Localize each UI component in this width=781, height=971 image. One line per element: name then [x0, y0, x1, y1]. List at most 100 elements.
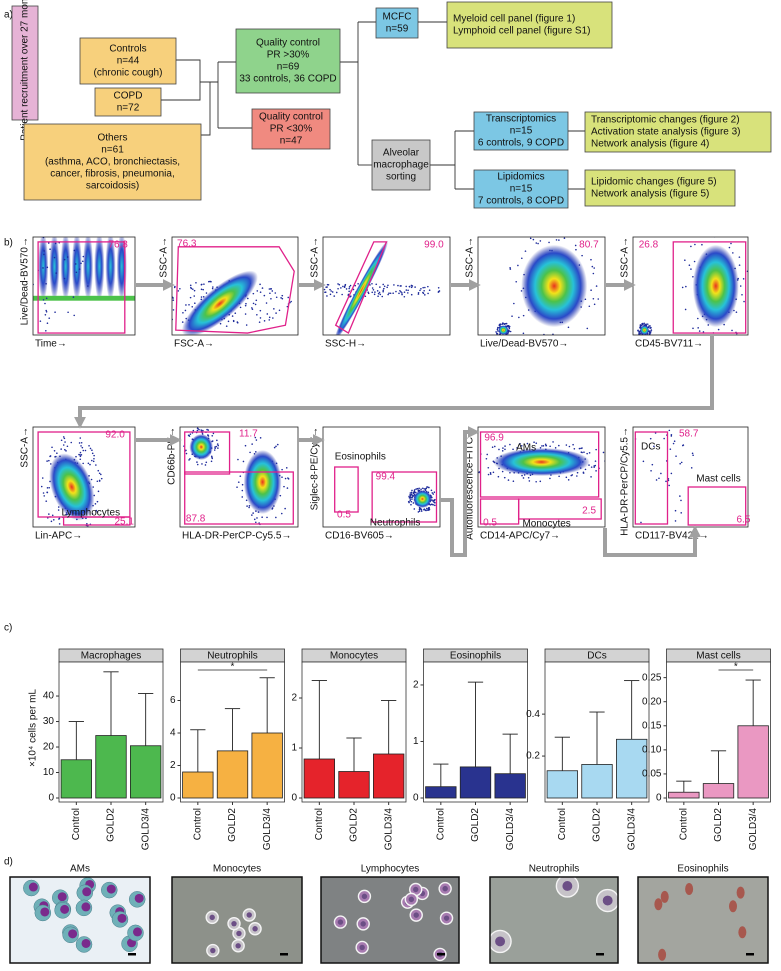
event [595, 448, 597, 451]
event [270, 297, 272, 300]
event [342, 285, 344, 288]
panel-title: Eosinophils [450, 651, 501, 662]
x-tick-label: GOLD2 [106, 808, 117, 842]
event [386, 286, 388, 289]
x-axis-label: Live/Dead-BV570→ [480, 339, 568, 350]
event [513, 302, 515, 305]
density [38, 237, 49, 301]
nucleus [360, 921, 366, 927]
event [395, 290, 397, 293]
event [373, 293, 376, 296]
y-axis-label: SSC-A→ [20, 427, 31, 468]
event [190, 286, 192, 289]
event [567, 479, 570, 481]
event [216, 439, 218, 442]
event [420, 508, 423, 511]
density [189, 434, 214, 460]
flow-plot [477, 426, 606, 528]
event [533, 441, 535, 444]
nucleus [495, 936, 506, 947]
event [219, 322, 222, 325]
micrograph-label: Eosinophils [677, 864, 728, 875]
flow-text: n=61 [101, 145, 124, 156]
flow-text: n=47 [280, 136, 303, 147]
event [156, 307, 158, 309]
event [378, 291, 381, 294]
event [242, 460, 245, 463]
event [437, 290, 440, 293]
event [685, 285, 687, 288]
scale-bar [128, 953, 136, 956]
gate-value: 25.1 [115, 517, 135, 528]
event [563, 237, 566, 239]
event [424, 286, 426, 289]
event [738, 256, 741, 258]
event [383, 287, 385, 290]
event [173, 286, 176, 289]
event [211, 287, 214, 290]
event [501, 450, 504, 452]
micrograph-bg [638, 877, 768, 963]
event [259, 317, 262, 319]
y-tick-label: 0.05 [642, 769, 662, 780]
micrograph-content [490, 877, 618, 963]
event [39, 320, 42, 322]
event [263, 294, 266, 297]
event [182, 312, 184, 314]
event [521, 257, 523, 260]
flow-text: Patient recruitment over 27 months [20, 0, 31, 141]
event [200, 288, 203, 291]
gate [334, 466, 359, 513]
event [263, 320, 266, 322]
event [420, 288, 422, 290]
nucleus [117, 913, 127, 923]
flow-text: n=15 [510, 126, 533, 137]
event [590, 289, 592, 292]
event [371, 291, 374, 294]
event [643, 322, 645, 325]
event [648, 331, 651, 334]
event [195, 281, 197, 284]
plot-content [323, 427, 440, 527]
event [275, 296, 278, 299]
scale-bar [437, 953, 445, 956]
nucleus [210, 947, 216, 954]
event [239, 475, 242, 477]
event [51, 446, 53, 449]
population-label: Mast cells [696, 474, 740, 485]
bar [702, 783, 735, 799]
event [406, 292, 409, 294]
bar [95, 735, 127, 799]
event [576, 475, 578, 477]
event [670, 419, 672, 421]
event [423, 508, 426, 511]
event [227, 320, 230, 323]
event [680, 512, 683, 514]
event [507, 479, 510, 481]
event [341, 293, 343, 296]
event [713, 229, 715, 231]
event [196, 429, 199, 432]
panel-label: b) [4, 238, 13, 249]
event [48, 486, 51, 489]
event [742, 278, 745, 280]
event [602, 451, 605, 454]
cell [658, 948, 667, 961]
y-tick-label: 0 [656, 793, 662, 804]
population-label: AMs [516, 443, 536, 454]
event [542, 445, 545, 447]
population-label: Eosinophils [335, 452, 386, 463]
event [417, 511, 420, 513]
bar [130, 745, 162, 799]
nucleus [60, 904, 70, 914]
event [414, 286, 416, 288]
event [572, 443, 574, 446]
y-tick-label: 0 [413, 793, 419, 804]
event [668, 484, 670, 487]
event [535, 442, 538, 444]
y-axis-label: CD66b-PE→ [167, 427, 178, 485]
nucleus [132, 927, 142, 937]
event [271, 290, 274, 292]
event [593, 465, 595, 467]
event [65, 527, 67, 529]
